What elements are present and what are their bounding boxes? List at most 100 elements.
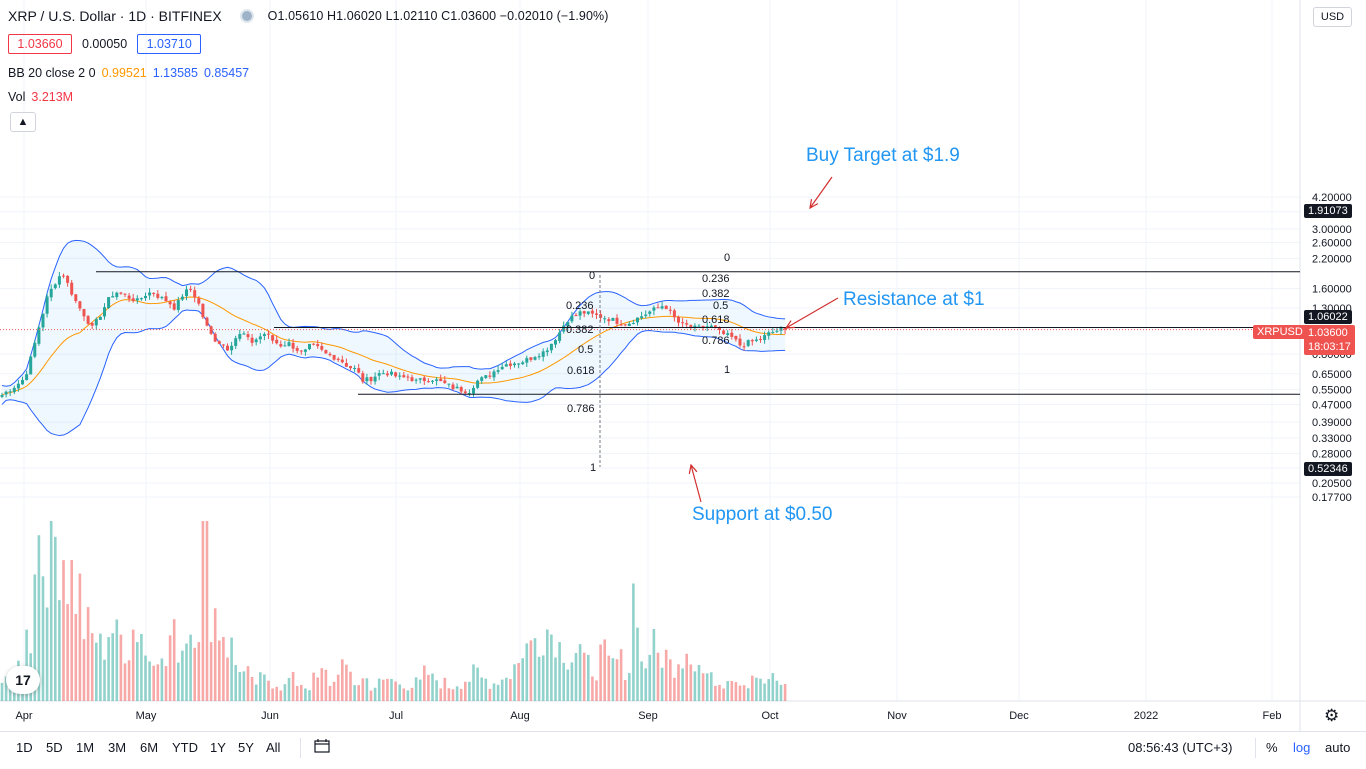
volume-bar [464, 681, 467, 701]
candle-body [742, 346, 746, 348]
candle-body [467, 393, 471, 395]
volume-bar [189, 634, 192, 701]
collapse-legend-button[interactable]: ▲ [10, 112, 36, 132]
time-axis-label: Aug [510, 710, 530, 722]
currency-select[interactable]: USD [1313, 7, 1352, 27]
candle-body [217, 341, 221, 344]
buy-target-price-tag: 1.91073 [1304, 204, 1352, 218]
calendar-range-icon[interactable] [314, 739, 330, 753]
vol-value: 3.213M [31, 90, 74, 104]
candle-body [193, 290, 197, 298]
volume-bar [722, 688, 725, 701]
candle-body [574, 315, 578, 317]
candle-body [418, 378, 422, 380]
sell-button[interactable]: 1.03660 [8, 34, 72, 54]
volume-bar [365, 678, 369, 701]
buy-button[interactable]: 1.03710 [137, 34, 202, 54]
candle-body [172, 303, 176, 310]
volume-bar [574, 652, 578, 701]
volume-bar [439, 688, 442, 701]
candle-body [164, 296, 168, 302]
candle-body [148, 292, 152, 296]
bottom-toolbar [0, 731, 1366, 769]
volume-bar [390, 678, 393, 701]
candle-body [221, 344, 225, 346]
symbol-title[interactable]: XRP / U.S. Dollar · 1D · BITFINEX [8, 8, 222, 24]
percent-scale-button[interactable]: % [1266, 740, 1278, 755]
volume-bar [238, 672, 242, 701]
fib-level-label: 0.618 [702, 314, 730, 326]
volume-bar [74, 614, 78, 701]
volume-bar [628, 673, 631, 701]
candle-body [599, 314, 603, 318]
volume-bar [423, 665, 426, 701]
candle-body [533, 357, 537, 360]
volume-bar [447, 688, 451, 701]
candle-body [90, 322, 94, 326]
volume-bar [410, 687, 414, 701]
clock-timezone[interactable]: 08:56:43 (UTC+3) [1128, 740, 1233, 755]
volume-bar [185, 643, 188, 701]
candle-body [131, 298, 135, 302]
volume-bar [300, 684, 303, 701]
candle-body [197, 298, 201, 304]
candle-body [385, 373, 389, 376]
fib-level-label: 0.786 [702, 335, 730, 347]
price-axis-label: 3.00000 [1312, 224, 1352, 236]
tf-all-button[interactable]: All [266, 740, 281, 755]
ohlc-high: H1.06020 [326, 9, 382, 23]
volume-bar [33, 574, 37, 701]
candle-body [767, 332, 771, 336]
volume-bar [144, 655, 147, 701]
candle-body [447, 383, 451, 385]
auto-scale-button[interactable]: auto [1325, 740, 1351, 755]
volume-bar [152, 665, 155, 701]
tf-6m-button[interactable]: 6M [140, 740, 159, 755]
tf-5d-button[interactable]: 5D [46, 740, 63, 755]
candle-body [226, 345, 229, 351]
gear-icon[interactable]: ⚙ [1324, 706, 1340, 725]
volume-bar [701, 673, 705, 701]
tf-5y-button[interactable]: 5Y [238, 740, 254, 755]
candle-body [406, 376, 410, 378]
volume-bar [398, 684, 401, 701]
candle-body [722, 330, 726, 335]
candle-body [41, 313, 45, 328]
volume-bar [328, 685, 332, 701]
tf-1y-button[interactable]: 1Y [210, 740, 226, 755]
volume-bar [394, 681, 397, 701]
candle-body [275, 339, 279, 344]
tf-ytd-button[interactable]: YTD [172, 740, 198, 755]
candle-body [508, 363, 512, 366]
candle-body [107, 297, 111, 309]
buy-target-annotation: Buy Target at $1.9 [806, 145, 960, 166]
candle-body [504, 364, 508, 367]
bb-lower-line [1, 309, 786, 437]
candle-body [451, 384, 455, 390]
bb-legend[interactable]: BB 20 close 2 0 0.99521 1.13585 0.85457 [8, 66, 249, 80]
tradingview-logo[interactable]: 17 [6, 666, 40, 694]
volume-legend[interactable]: Vol 3.213M [8, 90, 73, 104]
volume-bar [480, 677, 483, 701]
volume-bar [263, 674, 266, 701]
fib-level-label: 0.5 [578, 344, 593, 356]
support-annotation: Support at $0.50 [692, 504, 833, 525]
time-axis-label: Dec [1009, 710, 1029, 722]
candle-body [644, 314, 648, 316]
candle-body [746, 340, 750, 346]
buy-target-arrow-head [809, 199, 819, 210]
tf-1m-button[interactable]: 1M [76, 740, 95, 755]
tf-3m-button[interactable]: 3M [108, 740, 127, 755]
toolbar-divider [300, 738, 301, 758]
tf-1d-button[interactable]: 1D [16, 740, 33, 755]
candle-body [578, 311, 582, 316]
log-scale-button[interactable]: log [1293, 740, 1311, 755]
last-price-tag: 1.03600 18:03:17 [1304, 325, 1355, 355]
volume-bar [775, 680, 779, 701]
candle-body [353, 367, 357, 369]
volume-bar [459, 688, 463, 701]
candle-body [414, 379, 418, 381]
volume-bar [54, 536, 57, 701]
volume-bar [517, 663, 520, 701]
